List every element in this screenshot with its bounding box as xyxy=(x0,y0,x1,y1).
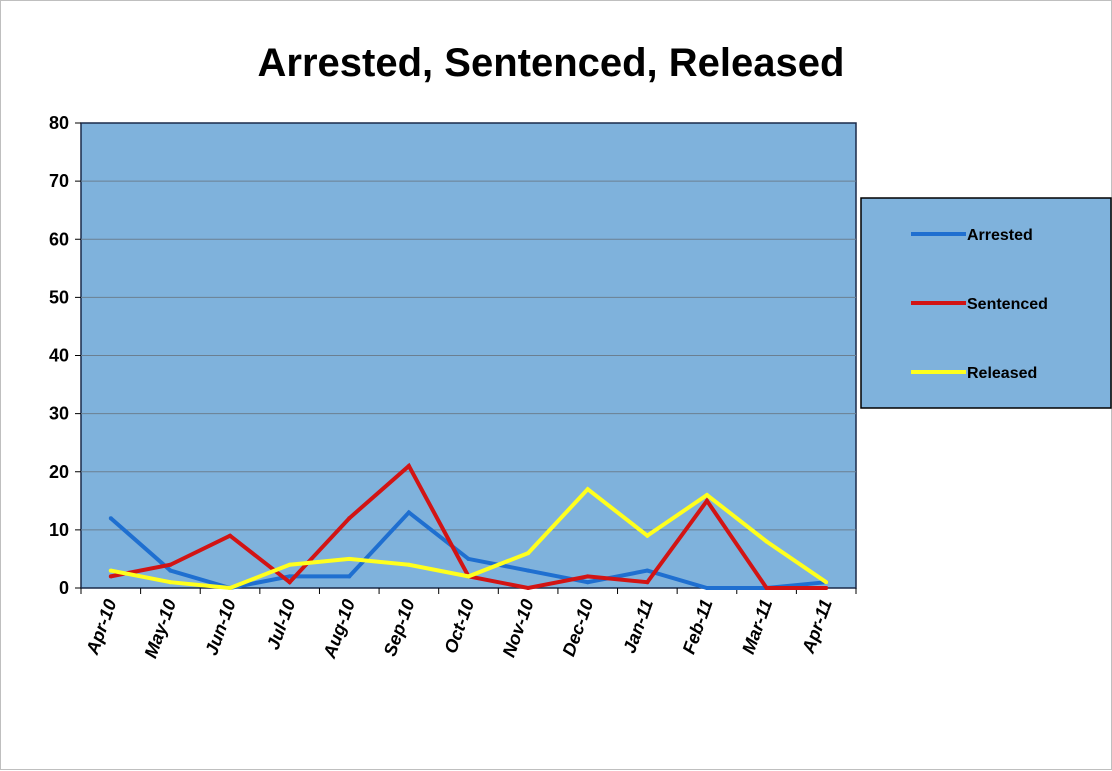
data-point-arrested-4 xyxy=(347,574,352,579)
data-point-sentenced-9 xyxy=(645,580,650,585)
x-tick-label-Apr-10: Apr-10 xyxy=(82,597,121,658)
y-tick-label-20: 20 xyxy=(49,462,69,482)
x-tick-label-Jan-11: Jan-11 xyxy=(619,597,657,656)
data-point-sentenced-4 xyxy=(347,516,352,521)
y-tick-label-10: 10 xyxy=(49,520,69,540)
x-tick-label-Aug-10: Aug-10 xyxy=(319,597,359,662)
y-tick-label-50: 50 xyxy=(49,287,69,307)
data-point-arrested-3 xyxy=(287,574,292,579)
data-point-sentenced-3 xyxy=(287,580,292,585)
data-point-sentenced-10 xyxy=(704,498,709,503)
data-point-arrested-9 xyxy=(645,568,650,573)
y-tick-label-80: 80 xyxy=(49,113,69,133)
data-point-released-1 xyxy=(168,580,173,585)
data-point-sentenced-8 xyxy=(585,574,590,579)
y-tick-label-60: 60 xyxy=(49,229,69,249)
x-tick-label-Jun-10: Jun-10 xyxy=(201,597,240,658)
data-point-sentenced-7 xyxy=(526,586,531,590)
data-point-arrested-8 xyxy=(585,580,590,585)
data-point-released-10 xyxy=(704,493,709,497)
data-point-released-12 xyxy=(824,580,829,585)
legend-box xyxy=(860,197,1112,409)
data-point-released-0 xyxy=(108,568,113,573)
x-tick-label-Oct-10: Oct-10 xyxy=(440,597,478,656)
x-tick-label-Feb-11: Feb-11 xyxy=(679,597,717,657)
y-tick-label-70: 70 xyxy=(49,171,69,191)
data-point-released-9 xyxy=(645,533,650,538)
legend-label-released: Released xyxy=(967,365,1037,382)
data-point-released-11 xyxy=(764,539,769,544)
x-tick-label-Mar-11: Mar-11 xyxy=(738,597,776,657)
x-tick-label-Jul-10: Jul-10 xyxy=(263,597,300,653)
data-point-released-3 xyxy=(287,562,292,567)
data-point-sentenced-5 xyxy=(406,463,411,468)
data-point-sentenced-2 xyxy=(228,533,233,538)
data-point-arrested-1 xyxy=(168,568,173,573)
data-point-arrested-6 xyxy=(466,556,471,561)
x-tick-label-May-10: May-10 xyxy=(141,597,181,661)
data-point-sentenced-1 xyxy=(168,562,173,567)
x-tick-label-Dec-10: Dec-10 xyxy=(559,597,598,659)
data-point-arrested-0 xyxy=(108,516,113,521)
data-point-released-7 xyxy=(526,551,531,556)
data-point-arrested-5 xyxy=(406,510,411,515)
data-point-sentenced-0 xyxy=(108,574,113,579)
chart-title: Arrested, Sentenced, Released xyxy=(258,41,845,85)
data-point-released-2 xyxy=(228,586,233,590)
y-tick-label-0: 0 xyxy=(59,578,69,598)
data-point-arrested-10 xyxy=(704,586,709,590)
data-point-sentenced-12 xyxy=(824,586,829,590)
data-point-released-8 xyxy=(585,487,590,492)
series-layer xyxy=(108,462,829,591)
legend-label-sentenced: Sentenced xyxy=(967,296,1048,313)
legend-label-arrested: Arrested xyxy=(967,227,1033,244)
x-tick-label-Sep-10: Sep-10 xyxy=(380,597,419,659)
data-point-released-6 xyxy=(466,574,471,579)
legend: Arrested Sentenced Released xyxy=(860,197,1112,409)
data-point-released-5 xyxy=(406,562,411,567)
y-tick-label-30: 30 xyxy=(49,404,69,424)
data-point-sentenced-11 xyxy=(764,586,769,590)
data-point-arrested-7 xyxy=(526,568,531,573)
x-tick-label-Nov-10: Nov-10 xyxy=(499,597,538,660)
x-tick-label-Apr-11: Apr-11 xyxy=(798,597,836,657)
y-tick-label-40: 40 xyxy=(49,346,69,366)
data-point-released-4 xyxy=(347,556,352,561)
